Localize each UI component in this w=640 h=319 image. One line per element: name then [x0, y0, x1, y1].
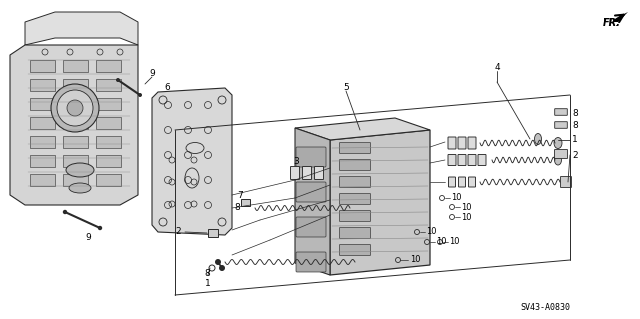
FancyBboxPatch shape [339, 194, 371, 204]
Ellipse shape [66, 163, 94, 177]
Bar [63, 60, 88, 72]
FancyBboxPatch shape [296, 147, 326, 167]
Bar [96, 174, 121, 186]
Bar [241, 198, 250, 205]
Text: 8: 8 [572, 108, 578, 117]
Bar [96, 117, 121, 129]
Text: 10: 10 [426, 227, 436, 236]
FancyBboxPatch shape [458, 137, 466, 149]
Bar [10, 55, 25, 71]
Bar [30, 117, 55, 129]
Text: 6: 6 [164, 84, 170, 93]
Bar [30, 60, 55, 72]
Bar [96, 155, 121, 167]
Circle shape [57, 90, 93, 126]
Text: 1: 1 [205, 278, 211, 287]
Bar [63, 136, 88, 148]
FancyBboxPatch shape [468, 177, 476, 187]
Circle shape [67, 100, 83, 116]
FancyBboxPatch shape [296, 217, 326, 237]
Bar [30, 79, 55, 91]
Text: 10: 10 [461, 212, 471, 221]
Circle shape [116, 78, 120, 82]
Polygon shape [612, 12, 628, 22]
Bar [10, 75, 25, 91]
FancyBboxPatch shape [555, 109, 567, 115]
Text: 3: 3 [293, 158, 299, 167]
FancyBboxPatch shape [339, 160, 371, 170]
Text: 8: 8 [234, 204, 240, 212]
FancyBboxPatch shape [458, 154, 466, 166]
Bar [30, 174, 55, 186]
FancyBboxPatch shape [468, 137, 476, 149]
FancyBboxPatch shape [554, 150, 568, 159]
Text: 10: 10 [436, 238, 446, 247]
Text: 4: 4 [494, 63, 500, 71]
FancyBboxPatch shape [448, 137, 456, 149]
Polygon shape [10, 45, 138, 205]
FancyBboxPatch shape [339, 211, 371, 221]
FancyBboxPatch shape [296, 182, 326, 202]
Ellipse shape [554, 155, 561, 165]
FancyBboxPatch shape [555, 122, 567, 128]
Text: 5: 5 [343, 83, 349, 92]
Polygon shape [295, 128, 330, 275]
FancyBboxPatch shape [448, 154, 456, 166]
Text: 10: 10 [410, 256, 420, 264]
FancyBboxPatch shape [449, 177, 456, 187]
Bar [96, 98, 121, 110]
Bar [63, 98, 88, 110]
Text: 7: 7 [237, 191, 243, 201]
FancyBboxPatch shape [339, 143, 371, 153]
Bar [63, 117, 88, 129]
Text: FR.: FR. [603, 18, 621, 28]
Circle shape [138, 93, 142, 97]
Text: 10: 10 [449, 238, 460, 247]
Text: 9: 9 [149, 70, 155, 78]
FancyBboxPatch shape [561, 176, 572, 188]
Polygon shape [295, 118, 430, 140]
Text: 8: 8 [204, 270, 210, 278]
Text: SV43-A0830: SV43-A0830 [520, 302, 570, 311]
Bar [208, 229, 218, 237]
Bar [63, 174, 88, 186]
Circle shape [51, 84, 99, 132]
Bar [30, 136, 55, 148]
Circle shape [63, 210, 67, 214]
FancyBboxPatch shape [303, 167, 312, 180]
FancyBboxPatch shape [296, 252, 326, 272]
Text: 1: 1 [572, 136, 578, 145]
Circle shape [215, 259, 221, 265]
Polygon shape [25, 12, 138, 45]
FancyBboxPatch shape [458, 177, 465, 187]
Text: 9: 9 [85, 234, 91, 242]
Bar [30, 98, 55, 110]
Bar [30, 155, 55, 167]
Circle shape [98, 226, 102, 230]
FancyBboxPatch shape [339, 227, 371, 239]
Bar [96, 79, 121, 91]
Text: FR.: FR. [603, 18, 618, 28]
Text: 2: 2 [572, 151, 578, 160]
Bar [63, 155, 88, 167]
Bar [96, 60, 121, 72]
FancyBboxPatch shape [314, 167, 323, 180]
Text: 10: 10 [451, 194, 461, 203]
Circle shape [219, 265, 225, 271]
Ellipse shape [554, 137, 562, 149]
Bar [63, 79, 88, 91]
Polygon shape [152, 88, 232, 235]
FancyBboxPatch shape [339, 176, 371, 188]
FancyBboxPatch shape [478, 154, 486, 166]
FancyBboxPatch shape [291, 167, 300, 180]
Bar [96, 136, 121, 148]
FancyBboxPatch shape [339, 244, 371, 256]
Text: 2: 2 [175, 227, 181, 236]
Text: 8: 8 [572, 122, 578, 130]
Polygon shape [330, 130, 430, 275]
FancyBboxPatch shape [468, 154, 476, 166]
Ellipse shape [534, 133, 541, 145]
Ellipse shape [69, 183, 91, 193]
Text: 10: 10 [461, 203, 471, 211]
